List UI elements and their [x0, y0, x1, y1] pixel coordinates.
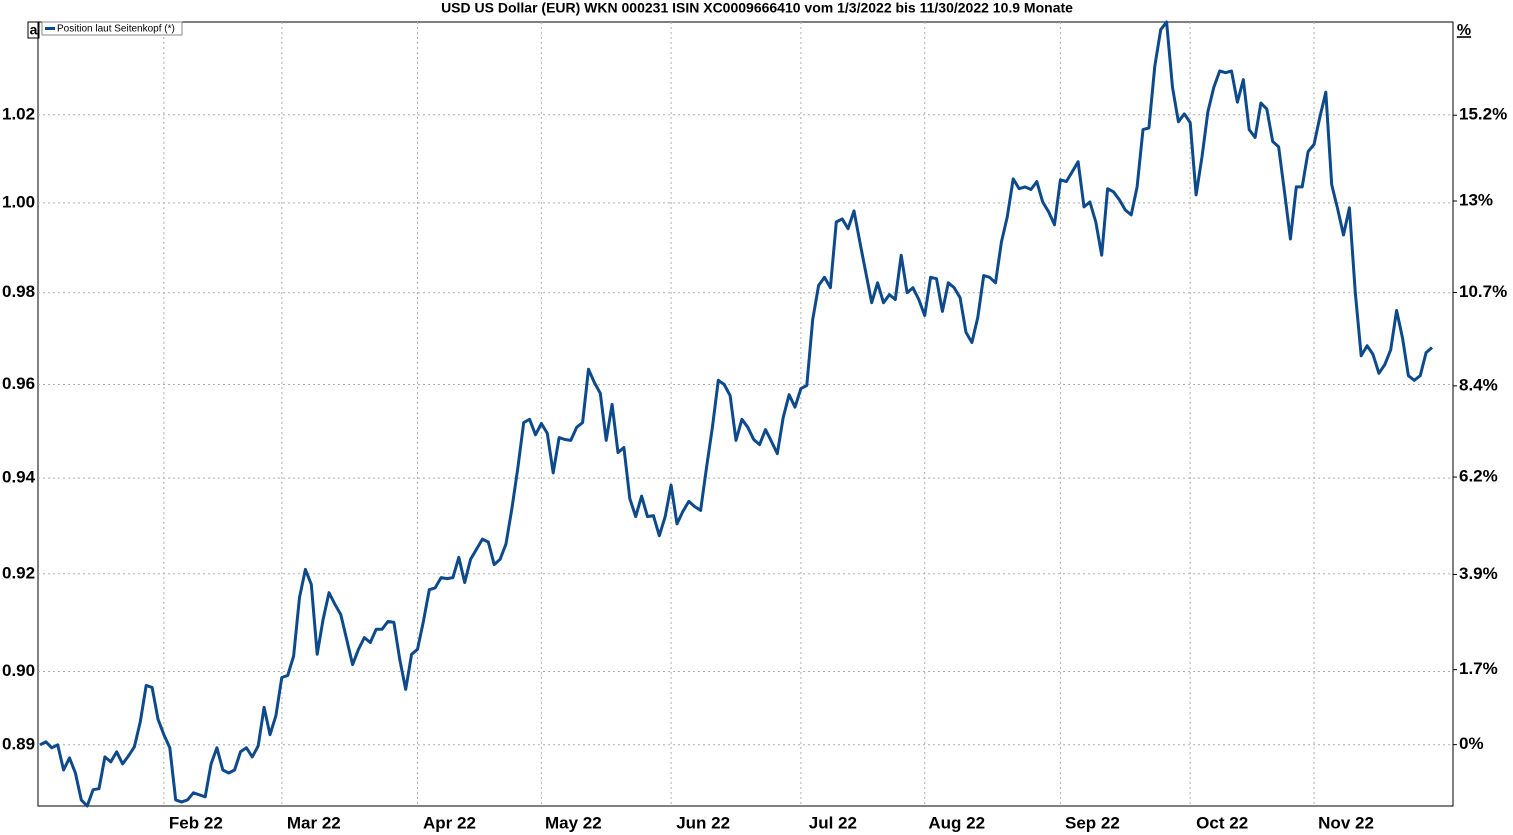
axis-label-box: [27, 21, 40, 39]
y2-tick-label: 3.9%: [1459, 564, 1498, 583]
legend-label: Position laut Seitenkopf (*): [57, 24, 175, 35]
y2-tick-label: 6.2%: [1459, 467, 1498, 486]
y-axis-label: a: [30, 22, 38, 38]
y-tick-label: 0.89: [2, 734, 35, 753]
x-tick-label: Jun 22: [676, 813, 730, 832]
x-tick-label: Oct 22: [1196, 813, 1248, 832]
y2-tick-label: 1.7%: [1459, 659, 1498, 678]
y2-tick-label: 10.7%: [1459, 282, 1507, 301]
y-tick-label: 0.98: [2, 282, 35, 301]
x-tick-label: Nov 22: [1318, 813, 1374, 832]
y2-tick-label: 0%: [1459, 734, 1484, 753]
x-tick-label: Jul 22: [809, 813, 857, 832]
y2-tick-label: 8.4%: [1459, 375, 1498, 394]
y-tick-label: 0.90: [2, 661, 35, 680]
x-tick-label: Apr 22: [423, 813, 476, 832]
plot-area: [37, 21, 1454, 807]
x-tick-label: May 22: [545, 813, 602, 832]
y2-tick-label: 15.2%: [1459, 105, 1507, 124]
data-line: [39, 20, 1433, 808]
y-tick-label: 0.94: [2, 468, 36, 487]
x-tick-label: Aug 22: [928, 813, 985, 832]
chart-title: USD US Dollar (EUR) WKN 000231 ISIN XC00…: [441, 0, 1073, 16]
x-tick-label: Sep 22: [1065, 813, 1120, 832]
y2-tick-label: 13%: [1459, 190, 1493, 209]
y-tick-label: 0.96: [2, 374, 35, 393]
y-tick-label: 1.02: [2, 104, 35, 123]
y-tick-label: 1.00: [2, 192, 35, 211]
legend-box: [41, 21, 183, 36]
y2-axis-label: %: [1457, 22, 1471, 39]
x-tick-label: Mar 22: [287, 813, 341, 832]
x-tick-label: Feb 22: [169, 813, 223, 832]
y-tick-label: 0.92: [2, 563, 35, 582]
